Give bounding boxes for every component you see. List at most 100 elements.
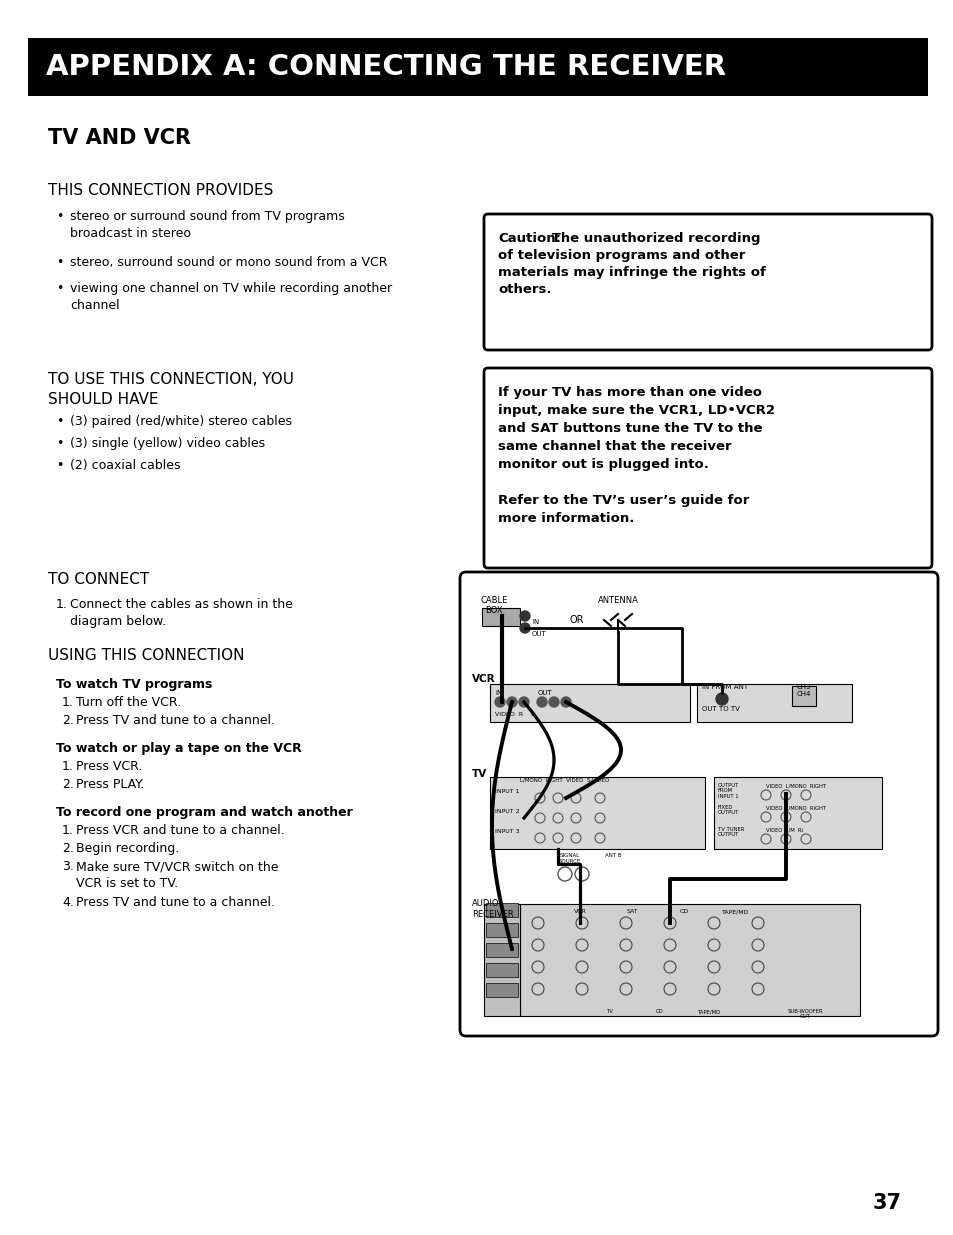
Bar	[791, 685, 815, 706]
Text: OUTPUT
FROM
INPUT 1: OUTPUT FROM INPUT 1	[718, 783, 739, 799]
Text: TV: TV	[472, 769, 487, 779]
Text: 2.: 2.	[62, 714, 73, 727]
Text: To watch or play a tape on the VCR: To watch or play a tape on the VCR	[56, 742, 301, 755]
Text: materials may infringe the rights of: materials may infringe the rights of	[497, 266, 765, 279]
Text: SAT: SAT	[625, 909, 638, 914]
Text: CD: CD	[679, 909, 688, 914]
Text: Press TV and tune to a channel.: Press TV and tune to a channel.	[76, 714, 274, 727]
Text: OUT: OUT	[537, 690, 552, 697]
FancyBboxPatch shape	[483, 368, 931, 568]
Text: stereo or surround sound from TV programs
broadcast in stereo: stereo or surround sound from TV program…	[70, 210, 344, 240]
Bar	[490, 684, 689, 722]
Text: Caution:: Caution:	[497, 232, 560, 245]
Text: •: •	[56, 282, 63, 295]
Text: USING THIS CONNECTION: USING THIS CONNECTION	[48, 648, 244, 663]
Text: TAPE/MD: TAPE/MD	[721, 909, 749, 914]
Text: CABLE
BOX: CABLE BOX	[479, 597, 507, 615]
Text: TV TUNER
OUTPUT: TV TUNER OUTPUT	[718, 827, 743, 837]
Bar	[519, 904, 859, 1016]
Text: •: •	[56, 210, 63, 224]
Text: viewing one channel on TV while recording another
channel: viewing one channel on TV while recordin…	[70, 282, 392, 312]
Text: CD: CD	[656, 1009, 663, 1014]
FancyBboxPatch shape	[483, 214, 931, 350]
Bar	[485, 983, 517, 997]
Text: VIDEO  L/MONO  RIGHT: VIDEO L/MONO RIGHT	[765, 805, 825, 810]
Text: IN FROM ANT: IN FROM ANT	[701, 684, 747, 690]
Bar	[485, 923, 517, 937]
Text: If your TV has more than one video
input, make sure the VCR1, LD•VCR2
and SAT bu: If your TV has more than one video input…	[497, 387, 774, 525]
Text: AUDIO
RECEIVER: AUDIO RECEIVER	[472, 899, 513, 919]
Circle shape	[506, 697, 517, 706]
Text: THIS CONNECTION PROVIDES: THIS CONNECTION PROVIDES	[48, 183, 274, 198]
Text: 2.: 2.	[62, 778, 73, 790]
Text: 4.: 4.	[62, 897, 73, 909]
Text: Press PLAY.: Press PLAY.	[76, 778, 144, 790]
Text: OR: OR	[569, 615, 583, 625]
Text: 1.: 1.	[56, 598, 68, 611]
Bar	[490, 777, 704, 848]
Text: of television programs and other: of television programs and other	[497, 249, 744, 262]
Bar	[483, 904, 519, 1016]
Bar	[481, 608, 519, 626]
Text: IN: IN	[532, 619, 538, 625]
Text: 1.: 1.	[62, 697, 73, 709]
FancyBboxPatch shape	[459, 572, 937, 1036]
Text: OUT: OUT	[532, 631, 546, 637]
Text: VCR: VCR	[573, 909, 586, 914]
Text: SUB-WOOFER
OUT: SUB-WOOFER OUT	[786, 1009, 821, 1019]
Text: VIDEO  L/M  Ri: VIDEO L/M Ri	[765, 827, 802, 832]
Text: INPUT 3: INPUT 3	[495, 829, 519, 834]
Text: INPUT 1: INPUT 1	[495, 789, 519, 794]
Text: Press VCR.: Press VCR.	[76, 760, 142, 773]
Text: •: •	[56, 437, 63, 450]
Circle shape	[519, 622, 530, 634]
Text: 3.: 3.	[62, 860, 73, 873]
Text: •: •	[56, 256, 63, 269]
Text: (2) coaxial cables: (2) coaxial cables	[70, 459, 180, 472]
Text: TV AND VCR: TV AND VCR	[48, 128, 191, 148]
Text: TO USE THIS CONNECTION, YOU
SHOULD HAVE: TO USE THIS CONNECTION, YOU SHOULD HAVE	[48, 372, 294, 406]
Text: •: •	[56, 459, 63, 472]
Text: L/MONO  RIGHT  VIDEO  S-VIDEO: L/MONO RIGHT VIDEO S-VIDEO	[519, 777, 609, 782]
Text: Connect the cables as shown in the
diagram below.: Connect the cables as shown in the diagr…	[70, 598, 293, 629]
Text: Turn off the VCR.: Turn off the VCR.	[76, 697, 181, 709]
Text: To watch TV programs: To watch TV programs	[56, 678, 213, 692]
Text: To record one program and watch another: To record one program and watch another	[56, 806, 353, 819]
Text: 1.: 1.	[62, 824, 73, 837]
Bar	[28, 38, 927, 96]
Text: VIDEO  R    L: VIDEO R L	[495, 713, 534, 718]
Text: TO CONNECT: TO CONNECT	[48, 572, 149, 587]
Text: others.: others.	[497, 283, 551, 296]
Text: 37: 37	[872, 1193, 901, 1213]
Circle shape	[716, 693, 727, 705]
Text: Press VCR and tune to a channel.: Press VCR and tune to a channel.	[76, 824, 284, 837]
Circle shape	[518, 697, 529, 706]
Text: Make sure TV/VCR switch on the
VCR is set to TV.: Make sure TV/VCR switch on the VCR is se…	[76, 860, 278, 890]
Circle shape	[560, 697, 571, 706]
Text: stereo, surround sound or mono sound from a VCR: stereo, surround sound or mono sound fro…	[70, 256, 387, 269]
Text: CH3
CH4: CH3 CH4	[796, 684, 811, 697]
Text: (3) single (yellow) video cables: (3) single (yellow) video cables	[70, 437, 265, 450]
Bar	[485, 944, 517, 957]
Text: 1.: 1.	[62, 760, 73, 773]
Text: TV: TV	[606, 1009, 613, 1014]
Text: (3) paired (red/white) stereo cables: (3) paired (red/white) stereo cables	[70, 415, 292, 429]
Text: APPENDIX A: CONNECTING THE RECEIVER: APPENDIX A: CONNECTING THE RECEIVER	[46, 53, 725, 82]
Text: IN: IN	[495, 690, 501, 697]
Text: Press TV and tune to a channel.: Press TV and tune to a channel.	[76, 897, 274, 909]
Circle shape	[495, 697, 504, 706]
Text: SIGNAL
SOURCE: SIGNAL SOURCE	[558, 853, 580, 863]
Text: ANTENNA: ANTENNA	[597, 597, 638, 605]
Text: INPUT 2: INPUT 2	[495, 809, 519, 814]
Text: •: •	[56, 415, 63, 429]
Text: The unauthorized recording: The unauthorized recording	[546, 232, 760, 245]
Bar	[485, 963, 517, 977]
Text: Begin recording.: Begin recording.	[76, 842, 179, 855]
Text: 2.: 2.	[62, 842, 73, 855]
Circle shape	[548, 697, 558, 706]
Text: VCR: VCR	[472, 674, 496, 684]
Bar	[697, 684, 851, 722]
Bar	[485, 903, 517, 918]
Circle shape	[537, 697, 546, 706]
Bar	[713, 777, 882, 848]
